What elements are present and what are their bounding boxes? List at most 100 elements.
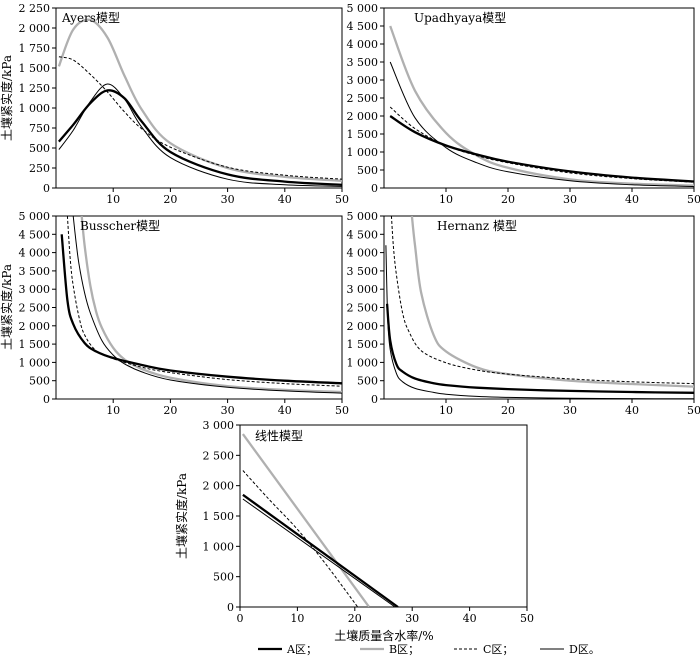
ayers-plot-frame (55, 7, 343, 189)
busscher-series-C (66, 216, 342, 387)
hernanz-series-A (385, 303, 694, 394)
ayers-series-B (57, 18, 342, 182)
upadhyaya-xtick-label: 50 (687, 193, 700, 206)
ayers-series-D (58, 83, 342, 187)
upadhyaya-ytick-label: 3 000 (347, 74, 379, 87)
panel-busscher: 0 500 1 000 1 500 2 000 2 500 3 000 3 500 4 000 4… (0, 210, 349, 417)
hernanz-ytick-label: 3 500 (347, 265, 379, 278)
ayers-ytick-label: 1 500 (19, 62, 51, 75)
hernanz-xtick-label: 40 (625, 404, 639, 417)
ayers-xtick-label: 40 (278, 193, 292, 206)
hernanz-ytick-label: 4 500 (347, 228, 379, 241)
hernanz-ytick-label: 500 (357, 375, 378, 388)
upadhyaya-series-D (389, 61, 694, 188)
hernanz-series-C (390, 216, 694, 385)
ayers-series-C (58, 56, 342, 180)
upadhyaya-series-B (389, 25, 694, 187)
ayers-ytick-label: 2 250 (19, 2, 51, 15)
hernanz-xtick-label: 20 (501, 404, 515, 417)
hernanz-series-D (385, 245, 694, 399)
busscher-xtick-label: 50 (335, 404, 349, 417)
linear-ytick-label: 0 (227, 601, 234, 614)
upadhyaya-ytick-label: 2 000 (347, 110, 379, 123)
ayers-ytick-label: 750 (29, 122, 50, 135)
busscher-title: Busscher模型 (80, 219, 160, 233)
ayers-xtick-label: 20 (163, 193, 177, 206)
upadhyaya-ytick-label: 2 500 (347, 92, 379, 105)
linear-xtick-label: 40 (463, 612, 477, 625)
upadhyaya-series-C (389, 106, 694, 183)
upadhyaya-ytick-label: 0 (371, 182, 378, 195)
linear-xtick-label: 20 (348, 612, 362, 625)
upadhyaya-xtick-label: 30 (563, 193, 577, 206)
linear-xtick-label: 50 (520, 612, 534, 625)
linear-ytick-label: 3 000 (203, 419, 235, 432)
ayers-xtick-label: 30 (221, 193, 235, 206)
upadhyaya-plot-frame (383, 7, 695, 189)
busscher-series-D (72, 216, 342, 394)
linear-ytick-label: 2 000 (203, 480, 235, 493)
legend: A区； B区； C区； D区。 (258, 643, 600, 656)
ayers-ytick-label: 0 (43, 182, 50, 195)
legend-label-B: B区； (389, 643, 419, 656)
busscher-series-B (80, 216, 342, 394)
linear-plot-frame (239, 424, 528, 608)
busscher-ylabel: 土壤紧实度/kPa (0, 264, 14, 350)
busscher-xtick-label: 40 (278, 404, 292, 417)
upadhyaya-series-A (389, 115, 694, 183)
linear-xtick-label: 30 (405, 612, 419, 625)
legend-label-C: C区； (483, 643, 513, 656)
upadhyaya-ytick-label: 3 500 (347, 56, 379, 69)
upadhyaya-ytick-label: 1 500 (347, 128, 379, 141)
ayers-ytick-label: 250 (29, 162, 50, 175)
upadhyaya-title: Upadhyaya模型 (414, 11, 506, 25)
ayers-title: Ayers模型 (61, 11, 120, 25)
hernanz-plot-frame (383, 215, 695, 400)
hernanz-ytick-label: 1 500 (347, 338, 379, 351)
legend-label-A: A区； (286, 643, 317, 656)
upadhyaya-ytick-label: 1 000 (347, 146, 379, 159)
linear-series-A (242, 493, 399, 607)
hernanz-xtick-label: 30 (563, 404, 577, 417)
hernanz-ytick-label: 3 000 (347, 283, 379, 296)
busscher-ytick-label: 4 000 (19, 247, 51, 260)
linear-xtick-label: 10 (290, 612, 304, 625)
upadhyaya-xtick-label: 10 (439, 193, 453, 206)
busscher-ytick-label: 0 (43, 393, 50, 406)
ayers-series-A (58, 89, 342, 186)
linear-title: 线性模型 (255, 429, 303, 443)
ayers-ylabel: 土壤紧实度/kPa (0, 55, 14, 141)
linear-xlabel: 土壤质量含水率/% (334, 628, 433, 643)
ayers-ytick-label: 500 (29, 142, 50, 155)
busscher-ytick-label: 5 000 (19, 210, 51, 223)
linear-ylabel: 土壤紧实度/kPa (174, 473, 189, 559)
hernanz-ytick-label: 4 000 (347, 247, 379, 260)
busscher-ytick-label: 2 500 (19, 302, 51, 315)
ayers-ytick-label: 2 000 (19, 22, 51, 35)
busscher-ytick-label: 1 000 (19, 356, 51, 369)
busscher-xtick-label: 20 (163, 404, 177, 417)
ayers-ytick-label: 1 750 (19, 42, 51, 55)
hernanz-ytick-label: 0 (371, 393, 378, 406)
hernanz-series-B (410, 216, 694, 388)
hernanz-title: Hernanz 模型 (437, 219, 517, 233)
hernanz-ytick-label: 1 000 (347, 356, 379, 369)
linear-series-B (241, 433, 371, 607)
busscher-ytick-label: 3 000 (19, 283, 51, 296)
ayers-ytick-label: 1 000 (19, 102, 51, 115)
busscher-ytick-label: 2 000 (19, 320, 51, 333)
panel-linear: 0 500 1 000 1 500 2 000 2 500 3 000 0 10 20 30 40 50… (174, 419, 534, 643)
linear-series-D (242, 498, 396, 607)
busscher-series-A (60, 234, 342, 385)
upadhyaya-xtick-label: 20 (501, 193, 515, 206)
ayers-xtick-label: 50 (335, 193, 349, 206)
linear-ytick-label: 2 500 (203, 449, 235, 462)
ayers-xtick-label: 10 (106, 193, 120, 206)
upadhyaya-ytick-label: 4 500 (347, 20, 379, 33)
linear-ytick-label: 1 500 (203, 510, 235, 523)
busscher-ytick-label: 1 500 (19, 338, 51, 351)
hernanz-xtick-label: 10 (439, 404, 453, 417)
busscher-ytick-label: 500 (29, 375, 50, 388)
linear-xtick-label: 0 (237, 612, 244, 625)
upadhyaya-ytick-label: 500 (357, 164, 378, 177)
